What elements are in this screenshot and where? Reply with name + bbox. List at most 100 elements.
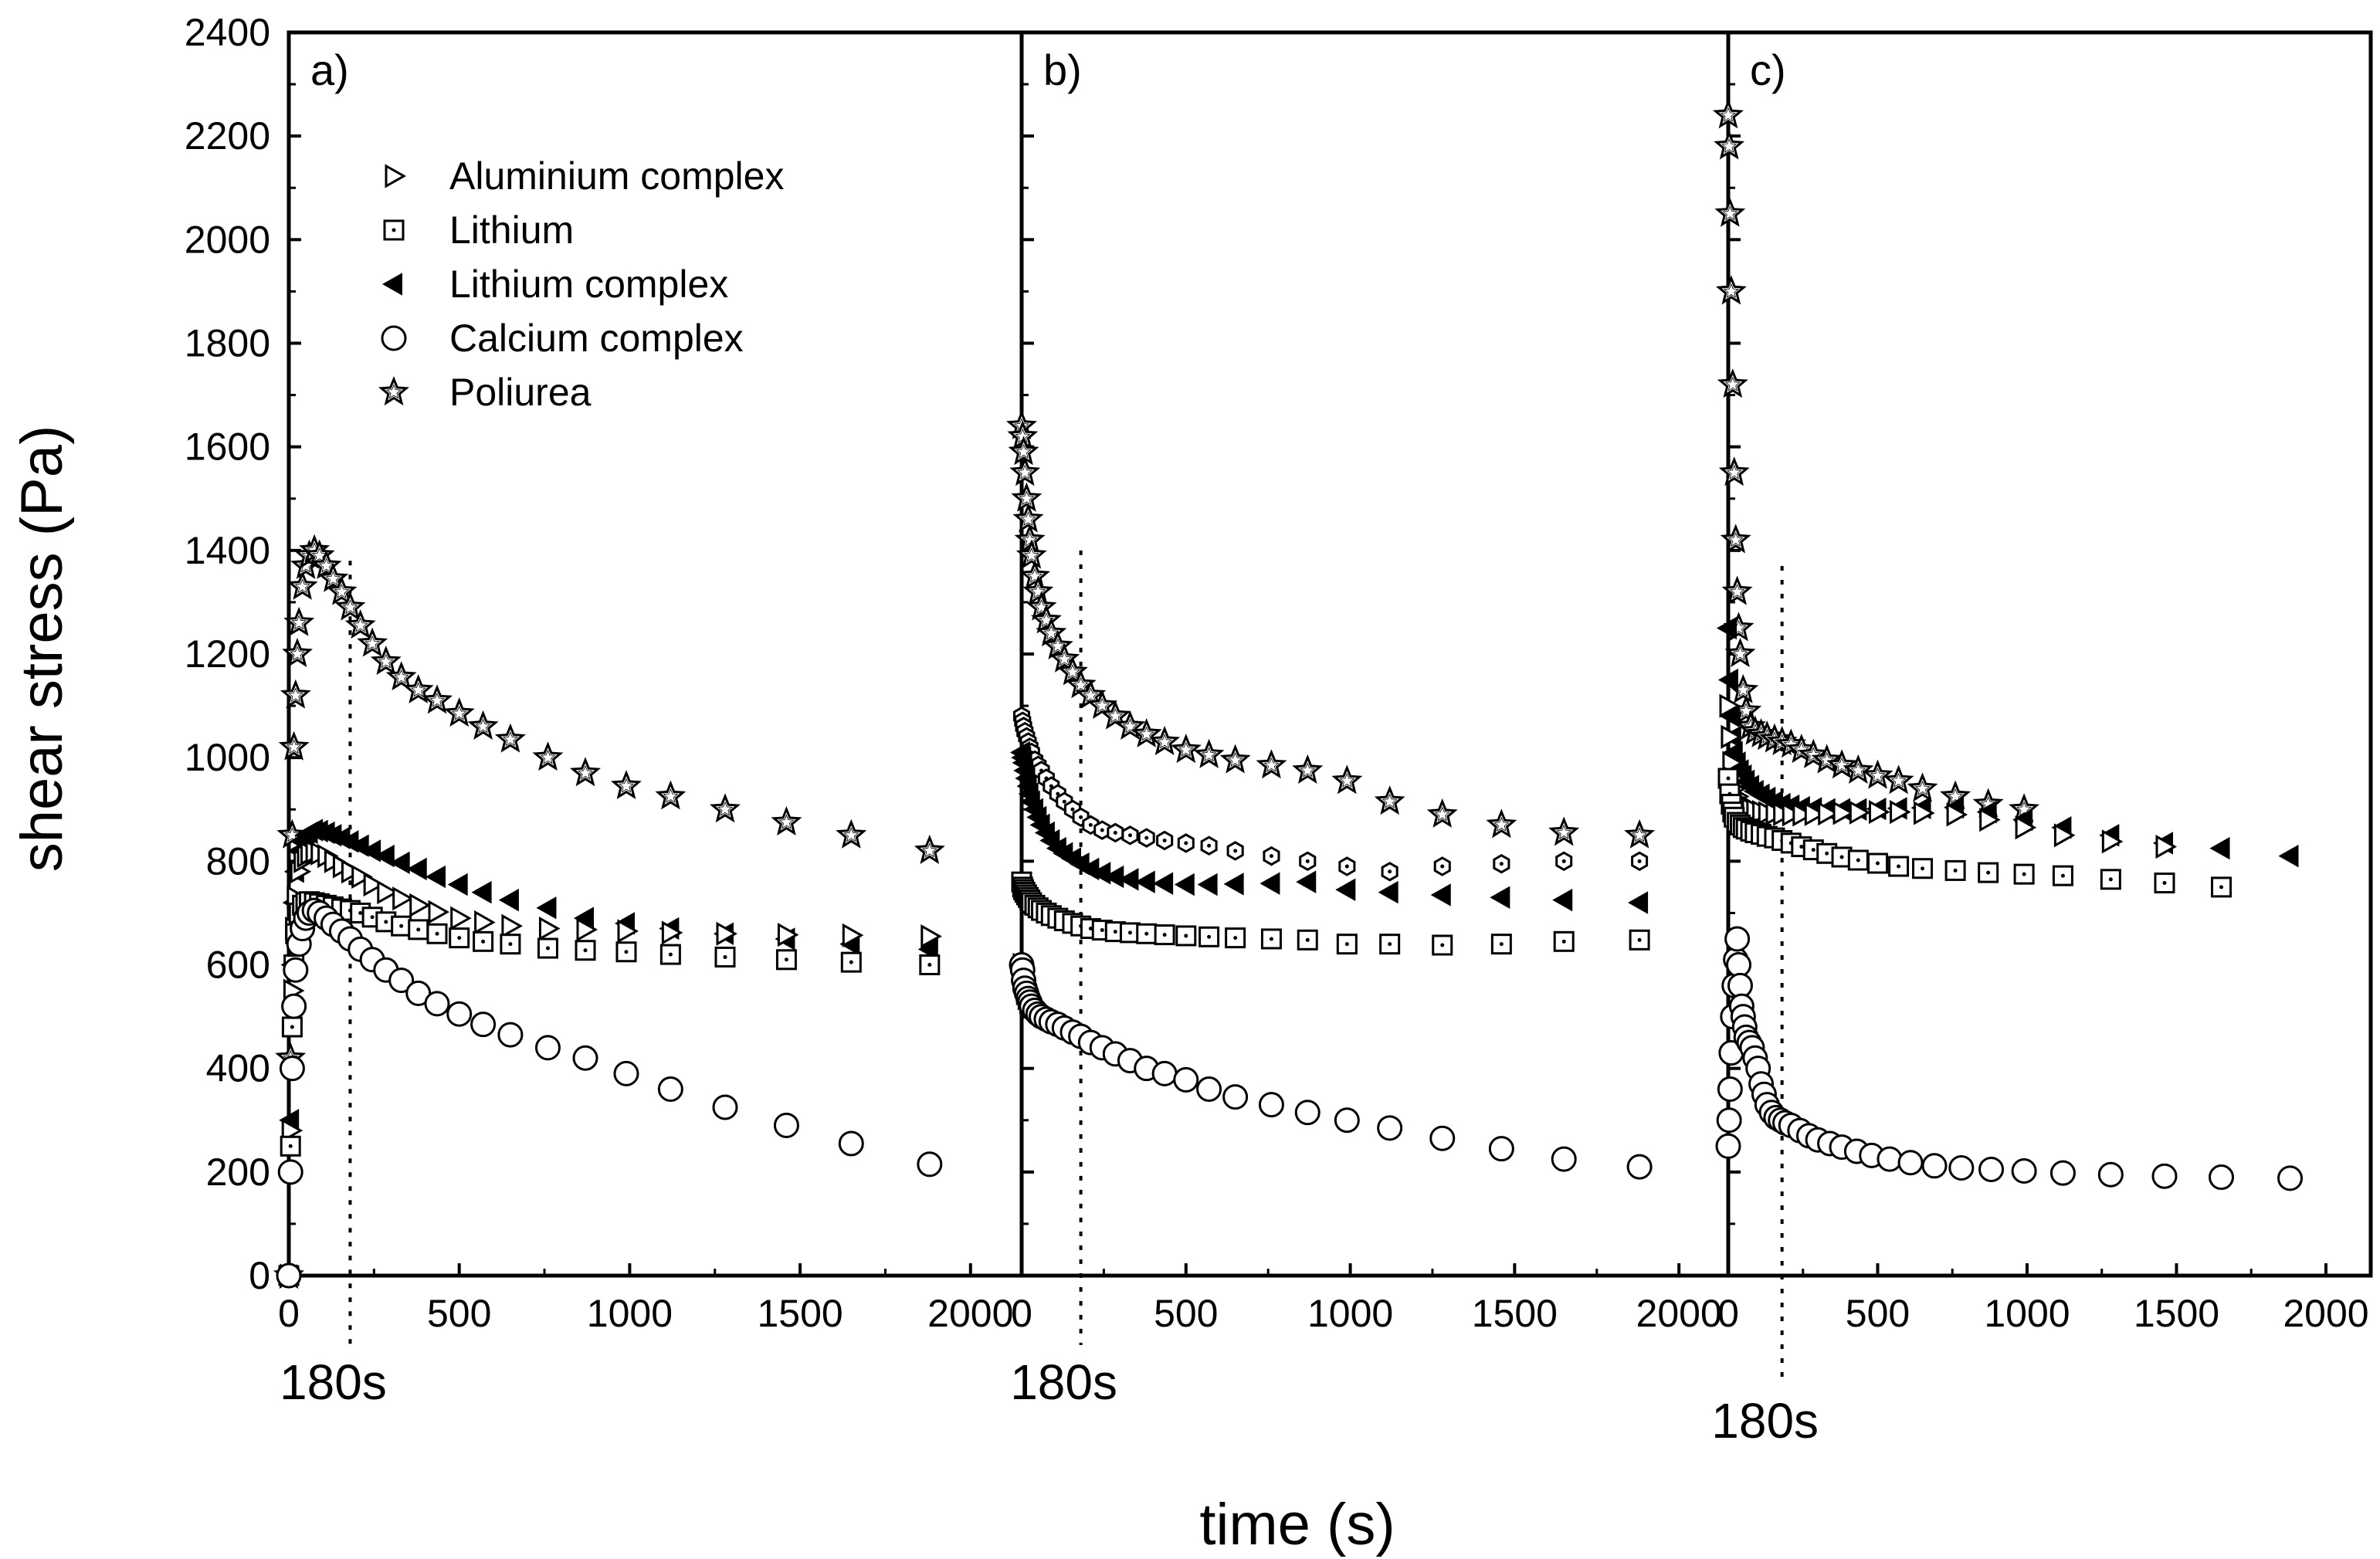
data-point-dot	[1388, 869, 1392, 874]
data-point-inner	[1023, 547, 1039, 563]
data-point-dot	[1162, 839, 1167, 842]
data-point	[1724, 926, 1751, 952]
y-axis-title: shear stress (Pa)	[9, 425, 75, 873]
data-point	[1490, 886, 1510, 910]
data-point	[421, 684, 453, 714]
data-point-inner	[1065, 664, 1080, 679]
y-tick-label: 200	[206, 1151, 270, 1194]
x-tick-label: 1500	[757, 1292, 842, 1335]
x-tick-label: 1000	[587, 1292, 673, 1335]
data-point-inner	[717, 801, 733, 816]
data-point-dot	[1269, 937, 1273, 941]
y-tick-label: 1800	[185, 322, 270, 365]
y-tick-label: 1600	[185, 425, 270, 469]
data-point	[310, 550, 342, 579]
data-point	[402, 673, 434, 703]
data-point-inner	[778, 814, 795, 829]
data-point	[661, 920, 683, 945]
data-point-dot	[370, 915, 375, 920]
data-point-inner	[1017, 464, 1033, 480]
data-point	[1335, 878, 1356, 901]
data-point	[657, 1076, 683, 1102]
legend-label: Lithium complex	[449, 263, 728, 306]
data-point	[500, 934, 521, 955]
data-point	[406, 857, 427, 881]
data-point-dot	[1207, 934, 1212, 939]
data-point	[1009, 456, 1041, 486]
y-tick-label: 1400	[185, 529, 270, 572]
series-lithium	[1717, 768, 2233, 898]
data-point	[467, 710, 499, 740]
data-point-dot	[1388, 942, 1392, 947]
y-tick-label: 400	[206, 1047, 270, 1090]
data-point-inner	[1107, 708, 1124, 723]
data-point-inner	[364, 635, 381, 651]
data-point-inner	[1015, 443, 1032, 459]
legend-label: Poliurea	[449, 371, 592, 414]
y-tick-label: 2400	[185, 11, 270, 54]
data-point-dot	[1207, 843, 1212, 848]
data-point	[1979, 808, 2001, 832]
data-point	[1978, 1156, 2005, 1182]
data-point-inner	[1850, 762, 1866, 778]
legend-item: Lithium complex	[381, 263, 728, 306]
data-point-dot	[624, 950, 629, 954]
data-point	[1944, 859, 1966, 881]
y-tick-label: 0	[249, 1254, 270, 1297]
data-point	[283, 606, 315, 636]
data-point	[385, 661, 417, 691]
data-point	[1022, 575, 1054, 605]
data-point-dot	[784, 957, 788, 962]
data-point-dot	[1561, 939, 1566, 944]
annotation-180s: 180s	[1711, 1393, 1819, 1449]
data-point	[2209, 836, 2230, 860]
data-point	[1336, 934, 1358, 955]
data-point	[1721, 575, 1753, 605]
data-point	[1716, 1107, 1742, 1134]
data-point-dot	[1440, 864, 1445, 869]
data-point-inner	[1793, 741, 1809, 757]
data-point-dot	[1127, 930, 1132, 935]
data-point	[1724, 637, 1756, 668]
data-point-inner	[1073, 676, 1089, 692]
data-point-dot	[1897, 864, 1901, 869]
x-tick-label: 0	[1011, 1292, 1032, 1335]
data-point-dot	[508, 942, 513, 947]
data-point	[474, 910, 496, 935]
x-tick-label: 2000	[927, 1292, 1013, 1335]
data-point-inner	[287, 687, 303, 703]
series-lithium-complex	[1716, 616, 2299, 868]
x-tick-label: 1000	[1307, 1292, 1393, 1335]
x-tick-label: 1000	[1984, 1292, 2070, 1335]
data-point-dot	[1499, 862, 1504, 866]
data-point-dot	[668, 952, 673, 957]
data-point-dot	[1839, 855, 1844, 859]
data-point	[1374, 785, 1405, 815]
data-point-inner	[1723, 283, 1739, 298]
data-point	[1131, 717, 1162, 747]
series-calcium-complex	[1715, 926, 2304, 1191]
data-point	[1716, 616, 1737, 640]
data-point	[1914, 801, 1935, 825]
data-point	[536, 896, 557, 920]
panel-frame	[286, 30, 1024, 1278]
legend-marker	[385, 164, 407, 188]
data-point-inner	[352, 617, 368, 632]
data-point	[1197, 873, 1218, 896]
data-point-dot	[481, 939, 486, 944]
data-point-inner	[286, 739, 302, 754]
data-point	[1294, 1100, 1321, 1126]
data-point	[1718, 456, 1750, 486]
x-tick-label: 500	[1846, 1292, 1910, 1335]
x-tick-label: 1500	[1472, 1292, 1558, 1335]
data-point-inner	[1722, 205, 1738, 221]
data-point	[1031, 604, 1062, 634]
data-point	[2053, 823, 2076, 848]
data-point-dot	[1144, 835, 1149, 840]
data-point	[281, 1118, 303, 1143]
data-point	[1832, 801, 1855, 825]
data-point-inner	[1493, 816, 1510, 832]
data-point	[920, 924, 942, 949]
data-point	[389, 851, 410, 875]
panel-label: a)	[310, 46, 349, 94]
